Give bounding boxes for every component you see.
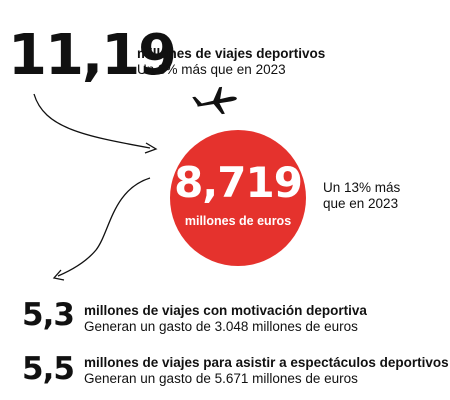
stat-label-events: millones de viajes para asistir a espect…: [84, 355, 449, 370]
stat-number-motivation: 5,3: [22, 297, 75, 333]
curved-arrow-bottom-icon: [52, 177, 151, 281]
stat-text-events: millones de viajes para asistir a espect…: [84, 355, 449, 386]
spending-circle: 8,719 millones de euros: [170, 130, 306, 266]
stat-text-motivation: millones de viajes con motivación deport…: [84, 303, 367, 334]
headline-label: millones de viajes deportivos: [137, 46, 326, 61]
stat-sublabel-motivation: Generan un gasto de 3.048 millones de eu…: [84, 318, 358, 334]
circle-note: Un 13% más que en 2023: [323, 180, 400, 212]
stat-sublabel-events: Generan un gasto de 5.671 millones de eu…: [84, 370, 358, 386]
headline-text: millones de viajes deportivos Un 3% más …: [137, 46, 325, 77]
stat-label-motivation: millones de viajes con motivación deport…: [84, 303, 367, 318]
airplane-icon: [192, 86, 237, 115]
circle-label: millones de euros: [184, 214, 292, 228]
circle-value: 8,719: [174, 158, 303, 207]
circle-note-line2: que en 2023: [323, 196, 399, 212]
headline-sublabel: Un 3% más que en 2023: [137, 61, 286, 77]
curved-arrow-top-icon: [33, 93, 158, 154]
stat-number-events: 5,5: [22, 351, 75, 387]
circle-note-line1: Un 13% más: [323, 180, 401, 195]
headline-number: 11,19: [8, 23, 177, 88]
